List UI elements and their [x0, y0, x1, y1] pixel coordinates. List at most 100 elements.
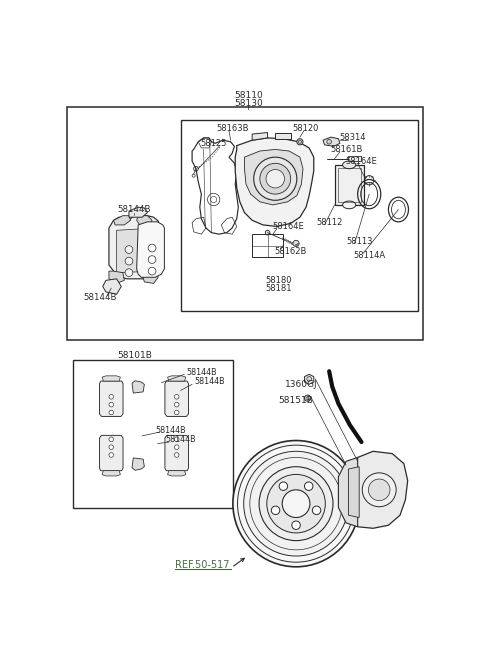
Polygon shape — [102, 471, 120, 476]
Circle shape — [174, 395, 179, 399]
Polygon shape — [244, 150, 303, 205]
Text: 58112: 58112 — [316, 218, 342, 227]
Circle shape — [244, 452, 348, 556]
Polygon shape — [109, 271, 124, 283]
Circle shape — [304, 395, 311, 401]
Circle shape — [266, 170, 285, 188]
Polygon shape — [137, 222, 164, 277]
Polygon shape — [142, 271, 158, 283]
Polygon shape — [129, 207, 147, 217]
Text: 58144B: 58144B — [186, 368, 216, 377]
Circle shape — [148, 267, 156, 275]
Circle shape — [282, 490, 310, 518]
Bar — [337, 168, 361, 202]
Text: 58144B: 58144B — [155, 426, 186, 435]
Circle shape — [259, 467, 333, 540]
Circle shape — [174, 453, 179, 458]
Bar — [348, 156, 361, 161]
Text: 58314: 58314 — [339, 134, 365, 142]
Circle shape — [260, 163, 291, 194]
Text: 1360GJ: 1360GJ — [285, 380, 317, 389]
Text: 58125: 58125 — [201, 139, 227, 148]
Circle shape — [125, 257, 133, 265]
Polygon shape — [165, 436, 189, 471]
Circle shape — [279, 482, 288, 490]
Text: 58144B: 58144B — [83, 293, 117, 302]
Circle shape — [312, 506, 321, 514]
Circle shape — [293, 240, 299, 246]
Text: 58114A: 58114A — [353, 251, 385, 261]
Circle shape — [267, 474, 325, 533]
Polygon shape — [114, 216, 131, 225]
Text: 58120: 58120 — [293, 124, 319, 133]
Circle shape — [109, 395, 114, 399]
Circle shape — [148, 256, 156, 263]
Polygon shape — [252, 132, 267, 140]
Circle shape — [125, 246, 133, 253]
Circle shape — [292, 521, 300, 530]
Text: 58151B: 58151B — [278, 396, 313, 405]
Ellipse shape — [343, 201, 356, 208]
Text: 58164E: 58164E — [273, 222, 304, 231]
Circle shape — [174, 410, 179, 415]
Circle shape — [304, 482, 313, 490]
Circle shape — [362, 473, 396, 507]
Circle shape — [254, 157, 297, 200]
Text: 58161B: 58161B — [330, 145, 362, 154]
Bar — [252, 234, 283, 257]
Text: 58101B: 58101B — [118, 351, 152, 359]
Polygon shape — [235, 138, 314, 226]
Polygon shape — [99, 381, 123, 416]
Bar — [73, 359, 233, 508]
Circle shape — [297, 139, 303, 145]
Text: 58110: 58110 — [234, 91, 263, 100]
Polygon shape — [132, 458, 144, 470]
Circle shape — [327, 140, 332, 144]
Circle shape — [109, 445, 114, 450]
Circle shape — [271, 506, 280, 514]
Polygon shape — [346, 452, 408, 528]
Polygon shape — [109, 216, 160, 279]
Polygon shape — [103, 279, 121, 294]
Polygon shape — [165, 381, 189, 416]
Polygon shape — [168, 376, 186, 381]
Circle shape — [109, 410, 114, 415]
Polygon shape — [117, 228, 156, 273]
Text: 58162B: 58162B — [275, 246, 307, 256]
Ellipse shape — [343, 161, 356, 169]
Polygon shape — [275, 132, 291, 139]
Circle shape — [109, 402, 114, 407]
Text: 58180: 58180 — [266, 276, 292, 285]
Text: 58144B: 58144B — [194, 377, 225, 387]
Polygon shape — [137, 216, 152, 225]
Circle shape — [174, 437, 179, 442]
Circle shape — [369, 479, 390, 500]
Circle shape — [174, 402, 179, 407]
Bar — [335, 165, 364, 205]
Polygon shape — [323, 137, 340, 146]
Circle shape — [125, 269, 133, 277]
Circle shape — [109, 453, 114, 458]
Polygon shape — [102, 376, 120, 381]
Polygon shape — [168, 471, 186, 476]
Text: 58164E: 58164E — [346, 156, 377, 166]
Bar — [180, 120, 418, 311]
Polygon shape — [338, 458, 358, 527]
Circle shape — [265, 230, 270, 235]
Text: 58181: 58181 — [266, 283, 292, 293]
Circle shape — [307, 377, 312, 381]
Text: 58113: 58113 — [347, 237, 373, 246]
Polygon shape — [304, 374, 314, 384]
Text: 58163B: 58163B — [216, 124, 248, 133]
Text: REF.50-517: REF.50-517 — [175, 560, 229, 570]
Circle shape — [148, 244, 156, 252]
Text: 58130: 58130 — [234, 99, 263, 108]
Polygon shape — [99, 436, 123, 471]
Polygon shape — [132, 381, 144, 393]
Text: 58144B: 58144B — [165, 436, 196, 444]
Text: 58144B: 58144B — [118, 205, 151, 214]
Bar — [67, 107, 423, 339]
Circle shape — [109, 437, 114, 442]
Circle shape — [174, 445, 179, 450]
Circle shape — [233, 440, 359, 567]
